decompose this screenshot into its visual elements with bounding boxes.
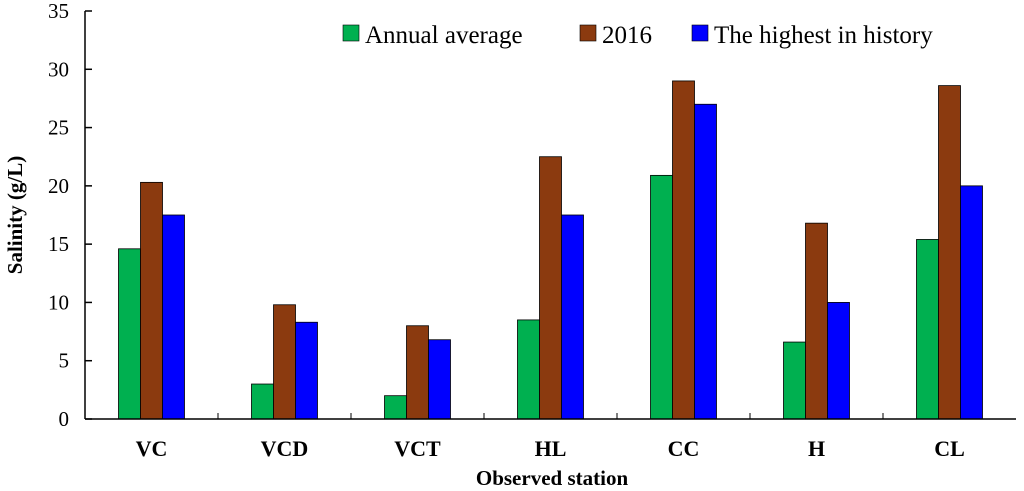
bar-vct-2016 [406,325,429,420]
y-ticks-layer: 0 5 10 15 20 25 30 35 [48,0,92,431]
bar-h-highest-in-history [827,302,850,420]
y-tick-label: 0 [59,407,70,431]
bar-cl-highest-in-history [960,185,983,420]
x-axis-title: Observed station [476,466,629,490]
bar-cl-annual-average [916,239,939,420]
bar-vct-highest-in-history [428,339,451,420]
x-tick-label: VCD [261,436,309,461]
legend-label: The highest in history [714,22,933,49]
y-tick-label: 5 [59,349,70,373]
bar-vc-annual-average [118,248,141,420]
axes-layer [84,11,1016,420]
x-tick-label: HL [535,436,567,461]
bar-hl-annual-average [517,319,540,420]
bar-vct-annual-average [384,395,407,420]
legend-swatch [691,24,709,42]
x-tick-label: VC [136,436,168,461]
y-tick-label: 25 [48,116,69,140]
bar-vcd-2016 [273,304,296,420]
bar-hl-2016 [539,156,562,420]
y-tick-label: 35 [48,0,69,23]
bars-layer [118,80,983,420]
legend-label: 2016 [602,22,652,49]
bar-vcd-highest-in-history [295,321,318,420]
legend-swatch [342,24,360,42]
x-tick-label: H [808,436,825,461]
x-tick-label: VCT [394,436,441,461]
y-tick-label: 30 [48,57,69,81]
bar-h-2016 [805,222,828,420]
bar-cc-2016 [672,80,695,420]
bar-vc-2016 [140,181,163,420]
y-tick-label: 15 [48,232,69,256]
x-labels-layer: VC VCD VCT HL CC H CL [136,413,965,461]
y-axis-title: Salinity (g/L) [3,156,27,274]
legend-label: Annual average [365,22,523,49]
x-tick-label: CL [934,436,965,461]
bar-cc-annual-average [650,174,673,420]
bar-cc-highest-in-history [694,103,717,420]
y-tick-label: 20 [48,174,69,198]
x-tick-label: CC [668,436,700,461]
legend-swatch [579,24,597,42]
y-tick-label: 10 [48,290,69,314]
bar-vc-highest-in-history [162,214,185,420]
bar-vcd-annual-average [251,383,274,420]
legend: Annual average 2016 The highest in history [342,22,933,49]
bar-cl-2016 [938,85,961,420]
bar-hl-highest-in-history [561,214,584,420]
bar-h-annual-average [783,341,806,420]
